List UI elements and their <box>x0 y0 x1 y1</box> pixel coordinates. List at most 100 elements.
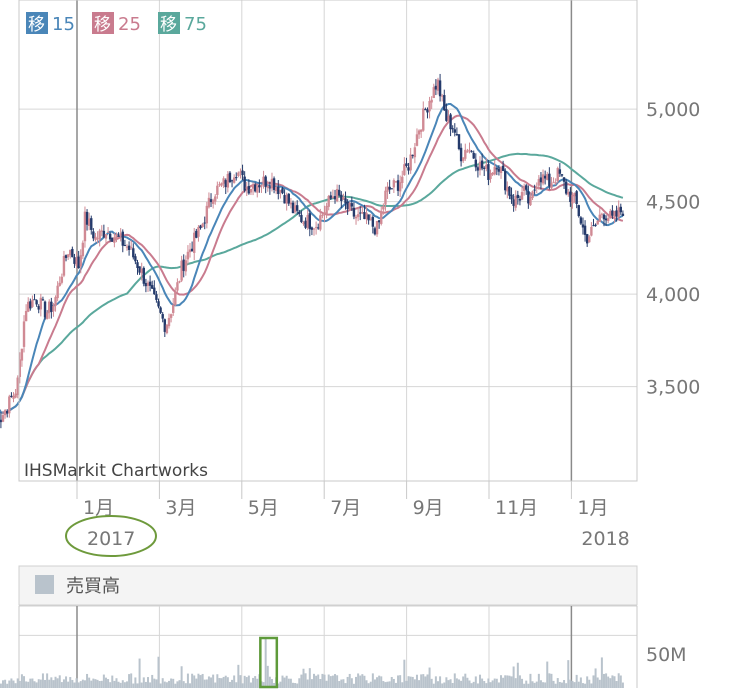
candle-body-95 <box>193 233 195 253</box>
candle-body-44 <box>86 212 88 225</box>
volume-bar-27 <box>50 677 52 688</box>
volume-bar-38 <box>73 682 75 688</box>
volume-bar-299 <box>622 683 624 688</box>
candle-body-162 <box>334 196 336 199</box>
volume-bar-245 <box>508 676 510 688</box>
volume-bar-289 <box>601 657 603 688</box>
candle-body-118 <box>241 171 243 176</box>
candle-body-74 <box>149 282 151 286</box>
candle-body-93 <box>189 249 191 252</box>
candle-body-54 <box>107 232 109 233</box>
candle-body-59 <box>117 236 119 237</box>
candle-body-159 <box>328 196 330 207</box>
volume-bar-106 <box>216 674 218 688</box>
candle-body-151 <box>311 227 313 229</box>
volume-bar-35 <box>67 682 69 688</box>
volume-bar-18 <box>31 679 33 688</box>
volume-bar-181 <box>374 679 376 688</box>
candle-body-48 <box>94 237 96 240</box>
volume-bar-140 <box>288 679 290 688</box>
volume-bar-4 <box>2 680 4 688</box>
candle-body-261 <box>542 174 544 183</box>
candle-body-164 <box>338 190 340 196</box>
volume-bar-207 <box>429 668 431 688</box>
volume-bar-155 <box>319 679 321 688</box>
candle-body-272 <box>565 182 567 194</box>
candle-body-202 <box>418 130 420 134</box>
volume-bar-116 <box>237 665 239 688</box>
candle-body-149 <box>306 215 308 228</box>
candle-body-129 <box>264 176 266 187</box>
volume-bar-216 <box>447 680 449 688</box>
volume-bar-241 <box>500 675 502 688</box>
candle-body-292 <box>607 218 609 221</box>
candle-body-218 <box>451 128 453 129</box>
volume-bar-54 <box>107 679 109 688</box>
volume-bar-266 <box>553 681 555 688</box>
volume-bar-203 <box>420 674 422 688</box>
volume-bar-9 <box>13 681 15 688</box>
volume-bar-95 <box>193 675 195 688</box>
volume-bar-232 <box>481 679 483 688</box>
volume-bar-30 <box>57 678 59 688</box>
candle-body-94 <box>191 249 193 252</box>
candle-body-61 <box>122 232 124 246</box>
candle-body-97 <box>197 227 199 237</box>
volume-bar-138 <box>284 678 286 688</box>
candle-body-171 <box>353 208 355 217</box>
volume-bar-148 <box>305 673 307 688</box>
candle-body-35 <box>67 254 69 257</box>
volume-bar-286 <box>595 668 597 688</box>
volume-bar-160 <box>330 676 332 688</box>
volume-bar-104 <box>212 675 214 688</box>
candle-body-165 <box>340 195 342 201</box>
volume-bar-71 <box>143 677 145 688</box>
volume-bar-277 <box>576 675 578 688</box>
candle-body-96 <box>195 231 197 238</box>
volume-bar-51 <box>101 681 103 688</box>
volume-bar-130 <box>267 666 269 688</box>
candle-body-154 <box>317 227 319 228</box>
candle-body-214 <box>443 95 445 110</box>
volume-bar-242 <box>502 678 504 688</box>
candle-body-249 <box>517 195 519 198</box>
candle-body-72 <box>145 283 147 286</box>
candle-body-58 <box>115 234 117 238</box>
candle-body-237 <box>491 173 493 175</box>
volume-bar-125 <box>256 679 258 688</box>
volume-bar-215 <box>445 677 447 688</box>
candle-body-285 <box>592 225 594 226</box>
volume-bar-119 <box>244 676 246 688</box>
candle-body-125 <box>256 186 258 193</box>
candle-body-65 <box>130 247 132 248</box>
candle-body-39 <box>75 257 77 265</box>
candle-body-265 <box>550 183 552 188</box>
volume-bar-151 <box>311 679 313 688</box>
candle-body-148 <box>304 221 306 228</box>
volume-bar-117 <box>239 675 241 688</box>
volume-bar-184 <box>380 676 382 688</box>
candle-body-260 <box>540 177 542 182</box>
candle-body-233 <box>483 168 485 169</box>
candle-body-281 <box>584 226 586 235</box>
candle-body-173 <box>357 214 359 217</box>
candle-body-29 <box>54 297 56 306</box>
candle-body-150 <box>309 213 311 229</box>
volume-bar-244 <box>506 675 508 688</box>
volume-bar-267 <box>555 684 557 688</box>
volume-bar-193 <box>399 675 401 688</box>
volume-bar-284 <box>590 683 592 688</box>
x-tick-label-4: 9月 <box>413 497 444 519</box>
volume-bar-157 <box>324 675 326 688</box>
candle-body-56 <box>111 238 113 242</box>
volume-bar-221 <box>458 679 460 688</box>
volume-bar-178 <box>368 683 370 688</box>
candle-body-138 <box>283 195 285 203</box>
volume-bar-79 <box>160 683 162 688</box>
volume-bar-101 <box>206 679 208 688</box>
candle-body-6 <box>6 411 8 414</box>
candle-body-204 <box>422 108 424 130</box>
legend-label-1: 25 <box>118 14 141 35</box>
volume-bar-271 <box>563 680 565 688</box>
